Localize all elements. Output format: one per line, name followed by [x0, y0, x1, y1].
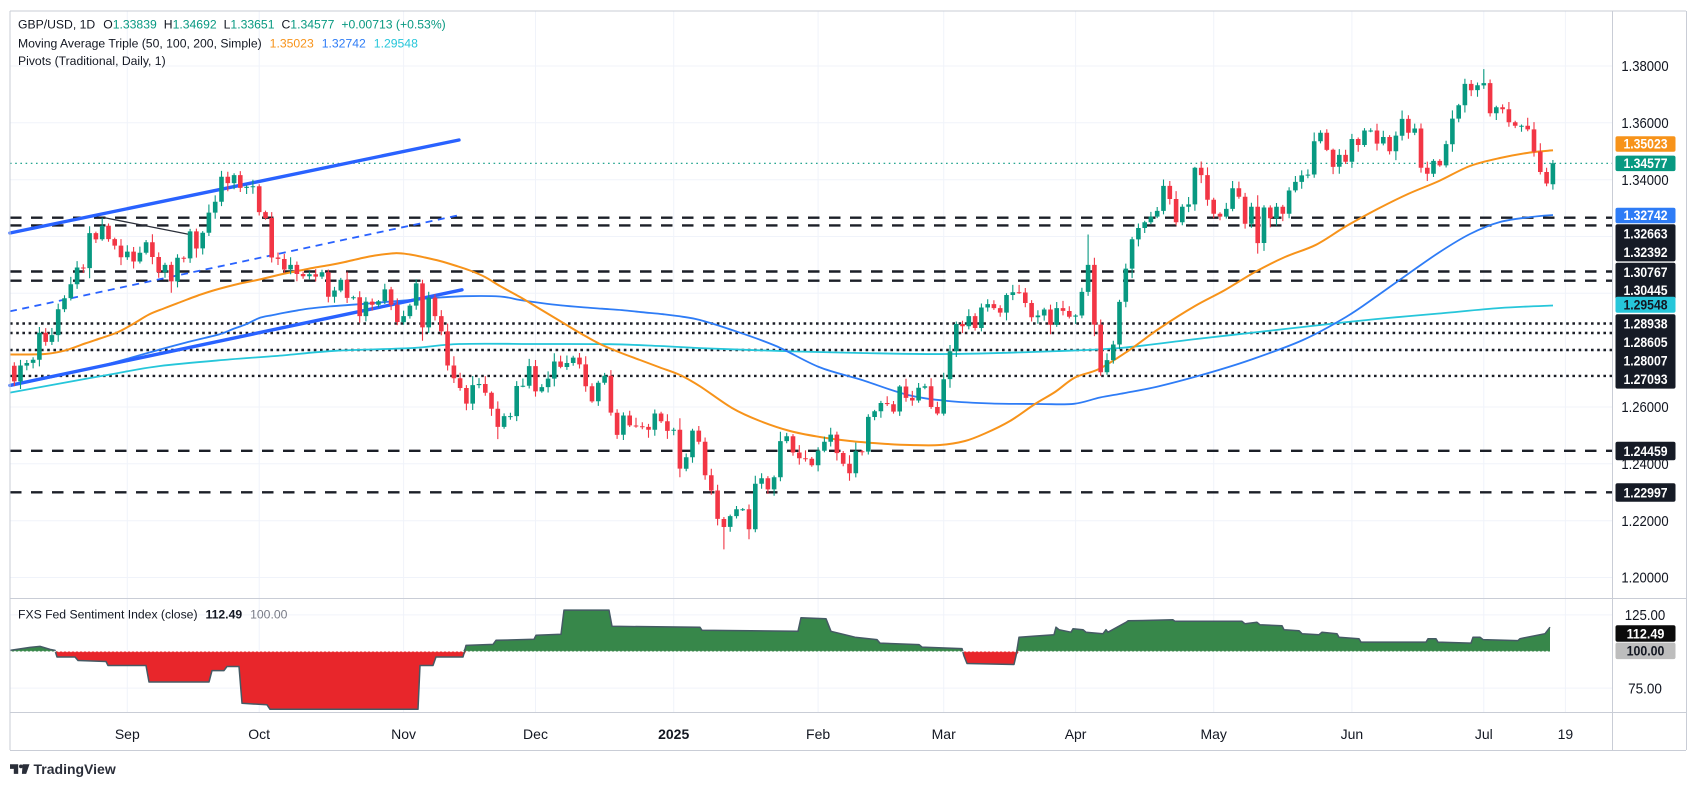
svg-text:TradingView: TradingView — [34, 761, 116, 777]
svg-text:Jun: Jun — [1341, 726, 1364, 742]
svg-text:FXS Fed Sentiment Index (close: FXS Fed Sentiment Index (close) 112.49 100… — [18, 608, 288, 622]
svg-text:Oct: Oct — [248, 726, 270, 742]
svg-text:Moving Average Triple (50, 100: Moving Average Triple (50, 100, 200, Sim… — [18, 37, 418, 51]
svg-text:Mar: Mar — [932, 726, 956, 742]
svg-text:May: May — [1200, 726, 1226, 742]
svg-text:1.20000: 1.20000 — [1621, 570, 1668, 587]
svg-text:1.38000: 1.38000 — [1621, 58, 1668, 75]
svg-text:1.22000: 1.22000 — [1621, 513, 1668, 530]
svg-text:1.34000: 1.34000 — [1621, 172, 1668, 189]
svg-text:Sep: Sep — [115, 726, 140, 742]
svg-text:1.32663: 1.32663 — [1623, 226, 1668, 241]
svg-text:1.36000: 1.36000 — [1621, 115, 1668, 132]
svg-text:Jul: Jul — [1475, 726, 1493, 742]
svg-text:1.32392: 1.32392 — [1623, 245, 1667, 260]
svg-text:1.28605: 1.28605 — [1623, 335, 1668, 350]
svg-text:75.00: 75.00 — [1628, 680, 1662, 697]
svg-text:1.30767: 1.30767 — [1623, 265, 1667, 280]
svg-text:Dec: Dec — [523, 726, 548, 742]
svg-text:1.30445: 1.30445 — [1623, 283, 1668, 298]
svg-text:1.28007: 1.28007 — [1623, 354, 1667, 369]
svg-text:1.22997: 1.22997 — [1623, 485, 1667, 500]
svg-text:125.00: 125.00 — [1625, 607, 1666, 624]
svg-text:100.00: 100.00 — [1627, 644, 1665, 659]
svg-text:1.34577: 1.34577 — [1623, 156, 1667, 171]
svg-text:Apr: Apr — [1065, 726, 1087, 742]
svg-text:112.49: 112.49 — [1627, 626, 1665, 641]
svg-text:1.32742: 1.32742 — [1623, 208, 1667, 223]
svg-text:1.27093: 1.27093 — [1623, 372, 1668, 387]
svg-text:1.29548: 1.29548 — [1623, 298, 1668, 313]
svg-text:1.26000: 1.26000 — [1621, 399, 1668, 416]
svg-text:Nov: Nov — [391, 726, 416, 742]
svg-text:19: 19 — [1558, 726, 1574, 742]
svg-text:1.35023: 1.35023 — [1623, 137, 1668, 152]
svg-text:Pivots (Traditional, Daily, 1): Pivots (Traditional, Daily, 1) — [18, 54, 166, 68]
svg-text:2025: 2025 — [658, 726, 689, 742]
svg-text:Feb: Feb — [806, 726, 830, 742]
svg-text:1.24459: 1.24459 — [1623, 444, 1667, 459]
svg-text:1.28938: 1.28938 — [1623, 316, 1668, 331]
